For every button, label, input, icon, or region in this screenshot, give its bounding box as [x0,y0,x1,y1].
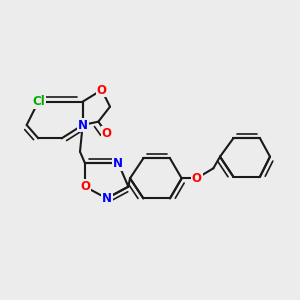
Text: Cl: Cl [32,95,45,108]
Text: O: O [80,180,90,193]
Text: O: O [192,172,202,185]
Text: N: N [113,157,123,170]
Text: N: N [78,118,88,131]
Text: O: O [97,83,107,97]
Text: O: O [102,127,112,140]
Text: N: N [102,192,112,205]
